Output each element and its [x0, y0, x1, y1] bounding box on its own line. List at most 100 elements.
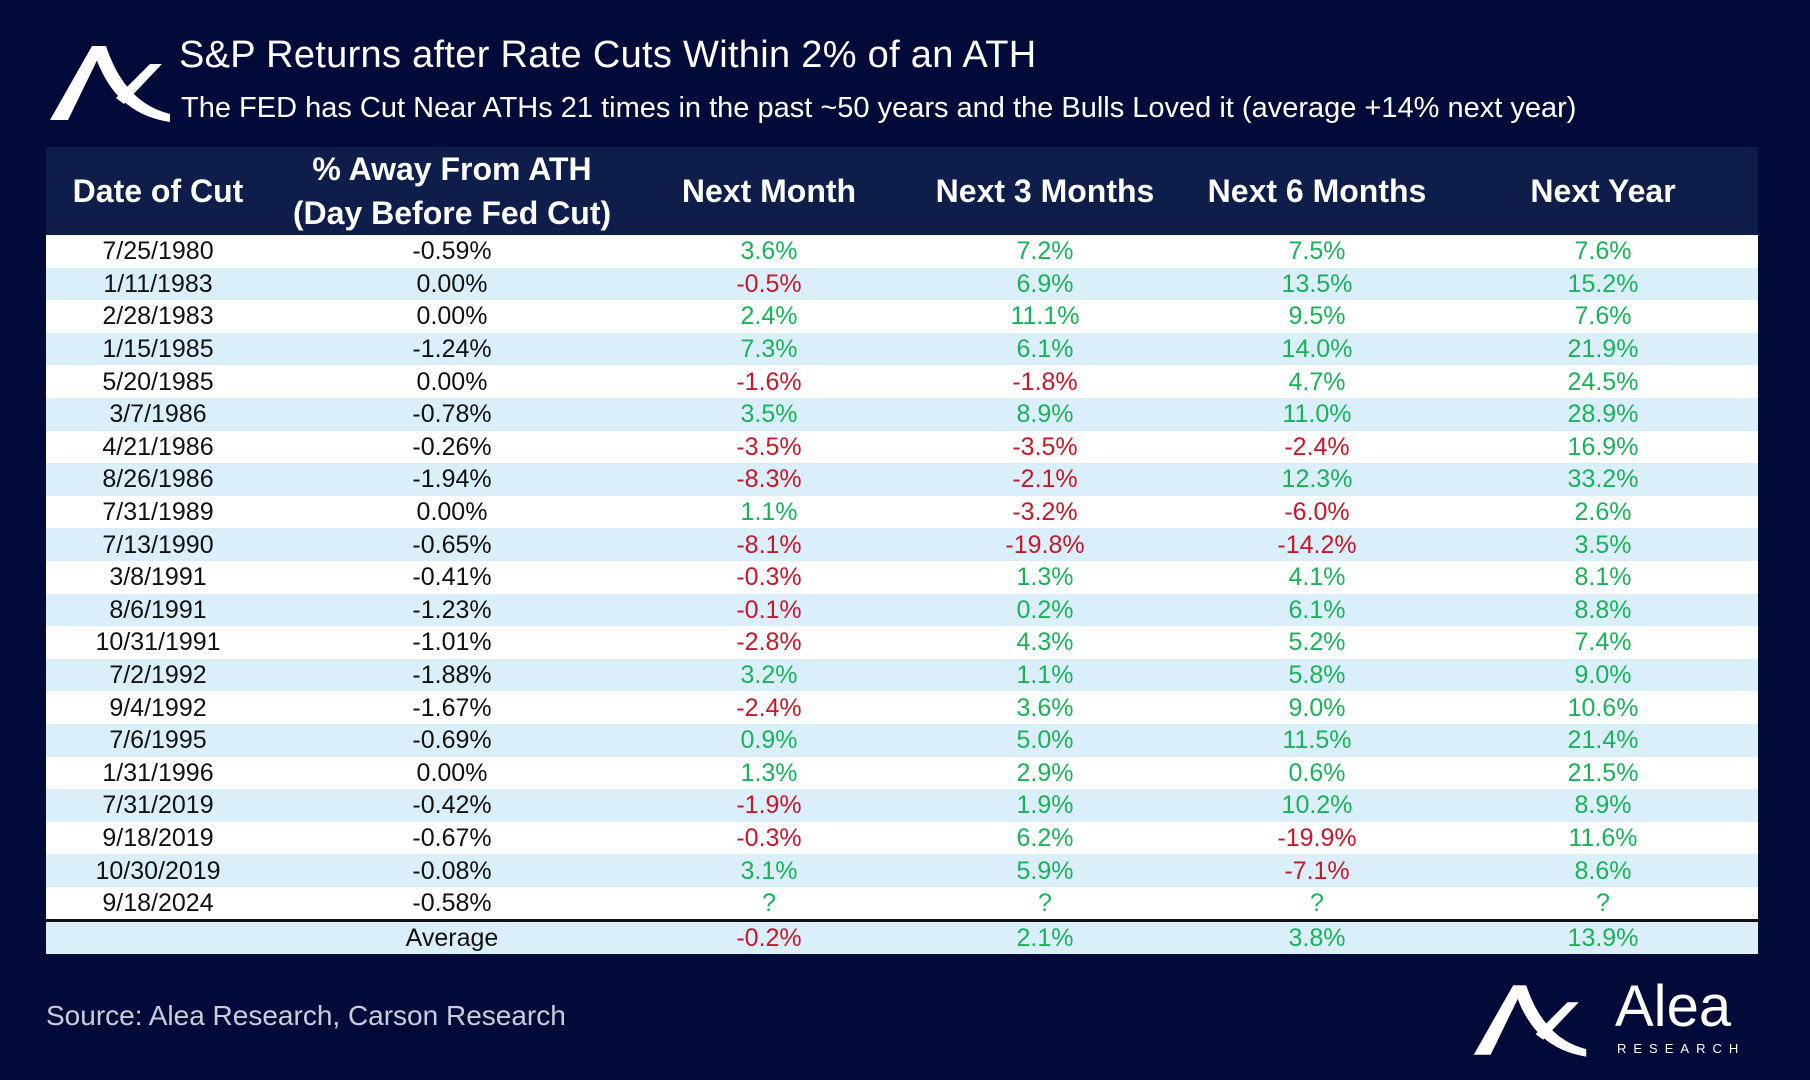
cell-date: 9/18/2024: [46, 886, 270, 921]
average-next-year: 13.9%: [1448, 919, 1758, 955]
cell-next-year: 21.4%: [1448, 723, 1758, 757]
cell-next-month: -2.4%: [634, 691, 904, 724]
cell-next-3-months: 4.3%: [904, 626, 1186, 659]
cell-away-from-ath: -0.42%: [270, 789, 634, 822]
table-row: 1/11/1983 0.00% -0.5% 6.9% 13.5% 15.2%: [46, 267, 1758, 301]
alea-brand-logo-icon: [1473, 985, 1587, 1057]
cell-next-year: 21.9%: [1448, 332, 1758, 366]
cell-next-month: 3.2%: [634, 658, 904, 692]
cell-next-6-months: 4.1%: [1186, 560, 1448, 594]
cell-next-3-months: 6.2%: [904, 821, 1186, 855]
cell-date: 3/8/1991: [46, 560, 270, 594]
header-next-3-months: Next 3 Months: [904, 147, 1186, 235]
cell-next-3-months: ?: [904, 886, 1186, 921]
cell-next-month: -0.3%: [634, 560, 904, 594]
cell-date: 4/21/1986: [46, 430, 270, 464]
cell-next-year: 3.5%: [1448, 528, 1758, 561]
cell-next-3-months: 11.1%: [904, 300, 1186, 333]
cell-away-from-ath: -0.67%: [270, 821, 634, 855]
average-next-3-months: 2.1%: [904, 919, 1186, 955]
cell-next-month: -3.5%: [634, 430, 904, 464]
header-next-year: Next Year: [1448, 147, 1758, 235]
cell-away-from-ath: -0.65%: [270, 528, 634, 561]
cell-away-from-ath: 0.00%: [270, 365, 634, 398]
table-row: 2/28/1983 0.00% 2.4% 11.1% 9.5% 7.6%: [46, 300, 1758, 333]
cell-next-3-months: -3.2%: [904, 495, 1186, 529]
average-next-6-months: 3.8%: [1186, 919, 1448, 955]
table-row: 7/31/2019 -0.42% -1.9% 1.9% 10.2% 8.9%: [46, 789, 1758, 822]
table-row: 4/21/1986 -0.26% -3.5% -3.5% -2.4% 16.9%: [46, 430, 1758, 464]
table-row: 9/18/2024 -0.58%????: [46, 886, 1758, 921]
cell-next-month: -8.1%: [634, 528, 904, 561]
cell-next-6-months: 5.2%: [1186, 626, 1448, 659]
cell-date: 7/31/1989: [46, 495, 270, 529]
table-row: 7/6/1995 -0.69% 0.9% 5.0% 11.5% 21.4%: [46, 723, 1758, 757]
page-title: S&P Returns after Rate Cuts Within 2% of…: [179, 34, 1037, 76]
cell-next-month: 7.3%: [634, 332, 904, 366]
cell-next-6-months: 4.7%: [1186, 365, 1448, 398]
cell-away-from-ath: 0.00%: [270, 267, 634, 301]
cell-next-year: 7.4%: [1448, 626, 1758, 659]
table-row: 10/30/2019 -0.08% 3.1% 5.9% -7.1% 8.6%: [46, 854, 1758, 887]
table-row: 8/26/1986 -1.94% -8.3% -2.1% 12.3% 33.2%: [46, 463, 1758, 496]
cell-next-month: -0.3%: [634, 821, 904, 855]
cell-next-3-months: 6.1%: [904, 332, 1186, 366]
cell-next-6-months: 7.5%: [1186, 235, 1448, 268]
cell-next-year: 7.6%: [1448, 235, 1758, 268]
cell-away-from-ath: -1.24%: [270, 332, 634, 366]
table-row: 3/7/1986 -0.78% 3.5% 8.9% 11.0% 28.9%: [46, 397, 1758, 431]
table-row: 7/25/1980 -0.59% 3.6% 7.2% 7.5% 7.6%: [46, 235, 1758, 268]
header-date-of-cut: Date of Cut: [46, 147, 270, 235]
cell-next-year: 8.9%: [1448, 789, 1758, 822]
cell-next-month: 3.1%: [634, 854, 904, 887]
cell-next-year: 9.0%: [1448, 658, 1758, 692]
cell-next-3-months: 2.9%: [904, 756, 1186, 790]
cell-date: 5/20/1985: [46, 365, 270, 398]
cell-away-from-ath: -1.67%: [270, 691, 634, 724]
cell-date: 10/31/1991: [46, 626, 270, 659]
cell-away-from-ath: -1.94%: [270, 463, 634, 496]
cell-next-month: 3.6%: [634, 235, 904, 268]
table-row: 7/13/1990 -0.65% -8.1% -19.8% -14.2% 3.5%: [46, 528, 1758, 561]
cell-date: 9/18/2019: [46, 821, 270, 855]
cell-date: 8/26/1986: [46, 463, 270, 496]
cell-date: 2/28/1983: [46, 300, 270, 333]
cell-next-month: -2.8%: [634, 626, 904, 659]
cell-next-year: 10.6%: [1448, 691, 1758, 724]
cell-away-from-ath: -1.23%: [270, 593, 634, 627]
cell-next-3-months: 6.9%: [904, 267, 1186, 301]
table-header-row: Date of Cut % Away From ATH (Day Before …: [46, 147, 1758, 235]
cell-date: 7/31/2019: [46, 789, 270, 822]
cell-next-6-months: -14.2%: [1186, 528, 1448, 561]
cell-away-from-ath: -0.58%: [270, 886, 634, 921]
cell-next-6-months: -2.4%: [1186, 430, 1448, 464]
returns-table: Date of Cut % Away From ATH (Day Before …: [46, 147, 1758, 955]
cell-next-year: 11.6%: [1448, 821, 1758, 855]
cell-next-year: 8.1%: [1448, 560, 1758, 594]
table-row: 9/18/2019 -0.67% -0.3% 6.2% -19.9% 11.6%: [46, 821, 1758, 855]
cell-next-3-months: -19.8%: [904, 528, 1186, 561]
cell-next-3-months: 1.9%: [904, 789, 1186, 822]
cell-next-6-months: 10.2%: [1186, 789, 1448, 822]
cell-next-year: 24.5%: [1448, 365, 1758, 398]
cell-date: 7/2/1992: [46, 658, 270, 692]
header-away-line1: % Away From ATH: [312, 151, 592, 187]
table-row: 3/8/1991 -0.41% -0.3% 1.3% 4.1% 8.1%: [46, 560, 1758, 594]
cell-next-6-months: -6.0%: [1186, 495, 1448, 529]
cell-next-month: 1.1%: [634, 495, 904, 529]
cell-next-6-months: ?: [1186, 886, 1448, 921]
cell-away-from-ath: 0.00%: [270, 495, 634, 529]
cell-next-month: 1.3%: [634, 756, 904, 790]
cell-next-year: 7.6%: [1448, 300, 1758, 333]
cell-date: 7/25/1980: [46, 235, 270, 268]
table-row: 10/31/1991 -1.01% -2.8% 4.3% 5.2% 7.4%: [46, 626, 1758, 659]
table-row: 1/15/1985 -1.24% 7.3% 6.1% 14.0% 21.9%: [46, 332, 1758, 366]
table-row: 9/4/1992 -1.67% -2.4% 3.6% 9.0% 10.6%: [46, 691, 1758, 724]
cell-next-3-months: 1.3%: [904, 560, 1186, 594]
average-spacer: [46, 919, 270, 955]
cell-next-year: 15.2%: [1448, 267, 1758, 301]
cell-next-month: 3.5%: [634, 397, 904, 431]
cell-next-6-months: 0.6%: [1186, 756, 1448, 790]
cell-next-month: -0.5%: [634, 267, 904, 301]
table-body: 7/25/1980 -0.59% 3.6% 7.2% 7.5% 7.6% 1/11/1983…: [46, 235, 1758, 921]
